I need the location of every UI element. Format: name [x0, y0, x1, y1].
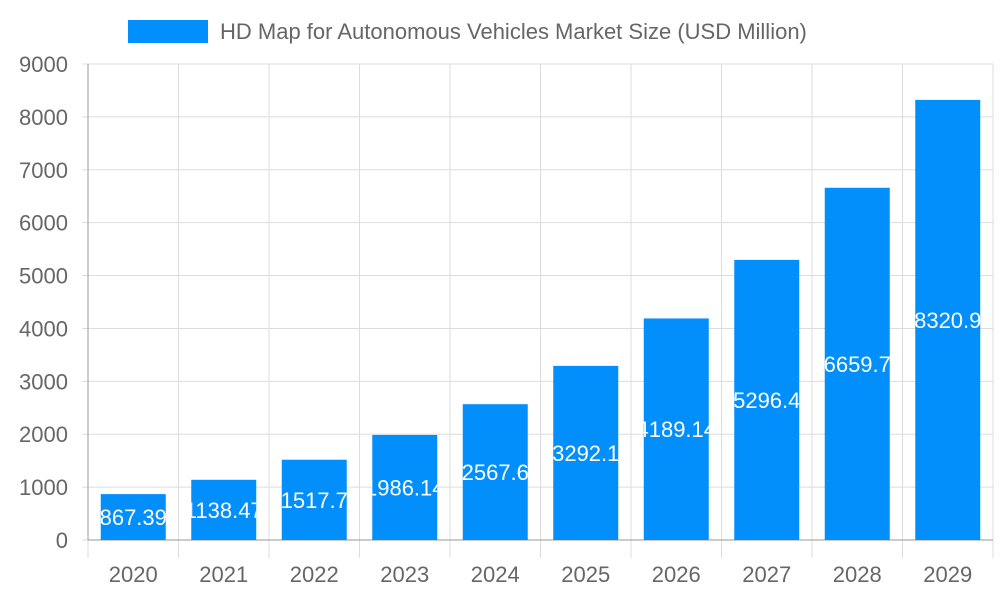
- x-tick-label: 2020: [109, 562, 158, 587]
- x-tick-label: 2025: [561, 562, 610, 587]
- y-tick-label: 1000: [19, 475, 68, 500]
- y-tick-label: 3000: [19, 369, 68, 394]
- bar[interactable]: [100, 494, 166, 540]
- data-label: 8320.9: [914, 308, 981, 333]
- x-tick-label: 2027: [742, 562, 791, 587]
- bar[interactable]: [462, 404, 528, 540]
- data-label: 3292.1: [552, 441, 619, 466]
- x-tick-label: 2022: [290, 562, 339, 587]
- data-label: 6659.7: [824, 352, 891, 377]
- data-label: 2567.6: [462, 460, 529, 485]
- x-tick-label: 2029: [923, 562, 972, 587]
- legend-swatch: [128, 20, 208, 43]
- x-tick-label: 2021: [199, 562, 248, 587]
- legend-label: HD Map for Autonomous Vehicles Market Si…: [220, 19, 807, 44]
- y-tick-label: 2000: [19, 422, 68, 447]
- x-tick-label: 2026: [652, 562, 701, 587]
- data-label: 5296.4: [733, 388, 800, 413]
- bar[interactable]: [824, 187, 890, 540]
- bar[interactable]: [643, 318, 709, 540]
- data-label: 1138.47: [185, 498, 263, 523]
- data-label: 1986.14: [365, 475, 445, 500]
- bar[interactable]: [372, 434, 438, 540]
- y-tick-label: 0: [56, 528, 68, 553]
- legend[interactable]: HD Map for Autonomous Vehicles Market Si…: [128, 19, 807, 44]
- x-tick-label: 2024: [471, 562, 520, 587]
- y-tick-label: 7000: [19, 158, 68, 183]
- x-tick-label: 2023: [380, 562, 429, 587]
- bar[interactable]: [191, 479, 257, 540]
- x-tick-label: 2028: [833, 562, 882, 587]
- bar[interactable]: [915, 99, 981, 541]
- bar[interactable]: [281, 459, 347, 540]
- y-tick-label: 8000: [19, 105, 68, 130]
- bar[interactable]: [553, 365, 619, 540]
- data-label: 1517.7: [281, 488, 348, 513]
- y-tick-label: 4000: [19, 316, 68, 341]
- y-tick-label: 5000: [19, 264, 68, 289]
- data-label: 4189.14: [636, 417, 716, 442]
- y-tick-label: 6000: [19, 211, 68, 236]
- y-tick-label: 9000: [19, 52, 68, 77]
- data-label: 867.39: [100, 505, 167, 530]
- bar[interactable]: [734, 259, 800, 540]
